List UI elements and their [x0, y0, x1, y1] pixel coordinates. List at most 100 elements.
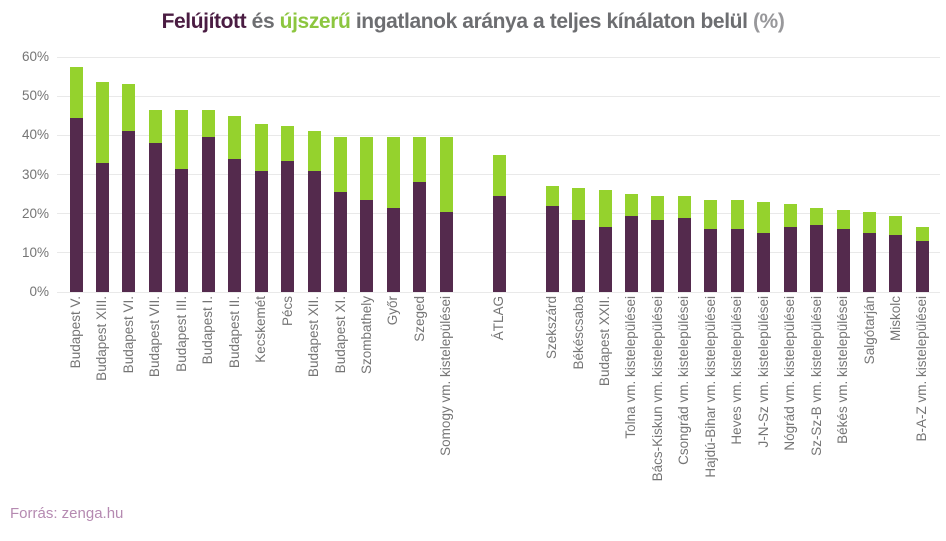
bar-segment-renovated	[360, 199, 374, 292]
x-tick-label: Budapest XII.	[306, 296, 322, 378]
bar-segment-renovated	[413, 182, 427, 292]
bar-segment-renovated	[704, 229, 718, 292]
bar-segment-like-new	[148, 109, 162, 144]
bar-segment-renovated	[95, 162, 109, 292]
bar-segment-renovated	[386, 207, 400, 292]
source-credit: Forrás: zenga.hu	[10, 505, 124, 522]
x-tick-label: Somogy vm. kistelepülései	[438, 296, 454, 456]
x-tick-label: Szombathely	[358, 296, 374, 375]
bar-segment-like-new	[730, 199, 744, 230]
bar-segment-renovated	[334, 192, 347, 292]
bar-segment-renovated	[889, 235, 903, 292]
x-tick-label: Szekszárd	[544, 296, 560, 360]
bar-segment-like-new	[783, 203, 797, 228]
bar-segment-like-new	[836, 209, 850, 230]
y-tick-label-40: 40%	[21, 127, 49, 143]
bar-segment-like-new	[175, 109, 189, 169]
x-tick-label: J-N-Sz vm. kistelepülései	[755, 296, 771, 448]
bar-segment-like-new	[624, 194, 638, 216]
title-word-conjunction: és	[251, 10, 275, 33]
bar-segment-like-new	[413, 137, 427, 183]
y-tick-label-30: 30%	[21, 166, 49, 182]
x-tick-label: Budapest III.	[173, 296, 189, 372]
bar-segment-renovated	[148, 143, 162, 292]
x-tick-label: Tolna vm. kistelepülései	[623, 296, 639, 439]
bar-segment-like-new	[439, 137, 453, 212]
x-tick-label: Kecskemét	[253, 296, 269, 363]
y-tick-label-10: 10%	[21, 244, 49, 260]
x-tick-label: Miskolc	[887, 296, 903, 342]
bar-segment-like-new	[810, 207, 824, 226]
bar-segment-like-new	[677, 196, 691, 218]
title-word-like-new: újszerű	[279, 10, 351, 33]
title-word-renovated: Felújított	[161, 10, 247, 33]
bar-segment-like-new	[915, 227, 929, 242]
bar-segment-renovated	[439, 211, 453, 292]
grid-line-60	[57, 56, 940, 58]
bar-segment-renovated	[836, 229, 850, 292]
x-tick-label: Nógrád vm. kistelepülései	[782, 296, 798, 451]
bar-segment-renovated	[175, 168, 189, 292]
x-tick-label: ÁTLAG	[491, 296, 507, 341]
x-tick-label: Budapest V.	[68, 296, 83, 369]
bar-segment-like-new	[757, 201, 771, 234]
bar-segment-renovated	[254, 170, 268, 292]
bar-segment-like-new	[334, 137, 347, 193]
bar-segment-renovated	[783, 227, 797, 292]
bar-segment-like-new	[386, 137, 400, 208]
bar-segment-like-new	[307, 131, 321, 171]
bar-segment-like-new	[360, 137, 374, 200]
x-tick-label: Békés vm. kistelepülései	[835, 296, 851, 444]
bar-segment-like-new	[281, 125, 295, 161]
x-tick-label: Heves vm. kistelepülései	[729, 296, 745, 445]
bar-segment-renovated	[757, 233, 771, 292]
x-tick-label: Budapest VI.	[120, 296, 136, 374]
x-tick-label: Szeged	[411, 296, 427, 342]
x-tick-label: Budapest II.	[226, 296, 242, 369]
bar-segment-like-new	[254, 123, 268, 171]
bar-segment-renovated	[863, 233, 876, 292]
x-tick-label: Budapest XIII.	[94, 296, 110, 381]
bar-segment-like-new	[572, 188, 586, 220]
grid-line-40	[57, 134, 940, 136]
bar-segment-like-new	[889, 215, 903, 236]
bar-segment-renovated	[281, 160, 295, 292]
x-tick-label: Salgótarján	[861, 296, 877, 365]
bar-segment-renovated	[69, 117, 83, 292]
bar-segment-renovated	[915, 241, 929, 292]
x-tick-label: Budapest I.	[200, 296, 216, 365]
bar-segment-renovated	[545, 205, 559, 292]
bar-segment-renovated	[572, 219, 586, 292]
grid-line-0	[57, 291, 940, 293]
x-tick-label: B-A-Z vm. kistelepülései	[914, 296, 930, 442]
bar-segment-renovated	[651, 219, 665, 292]
bar-segment-renovated	[492, 196, 506, 292]
bar-segment-renovated	[228, 158, 242, 292]
bar-segment-renovated	[677, 217, 691, 292]
x-tick-label: Budapest XXII.	[597, 296, 612, 387]
x-tick-label: Bács-Kiskun vm. kistelepülései	[649, 296, 665, 482]
bar-segment-like-new	[122, 84, 136, 132]
x-tick-label: Csongrád vm. kistelepülései	[676, 296, 692, 465]
bar-segment-like-new	[863, 211, 876, 234]
x-tick-label: Budapest VII.	[147, 296, 163, 378]
bar-segment-like-new	[651, 196, 665, 220]
bar-segment-like-new	[598, 190, 612, 228]
bar-segment-renovated	[201, 137, 215, 292]
x-tick-label: Pécs	[279, 296, 295, 327]
bar-segment-renovated	[598, 227, 612, 292]
title-word-rest: ingatlanok aránya a teljes kínálaton bel…	[355, 10, 748, 33]
bar-segment-like-new	[704, 199, 718, 230]
title-percent-suffix: (%)	[752, 10, 785, 33]
x-tick-label: Győr	[385, 296, 401, 326]
bar-segment-renovated	[810, 225, 824, 292]
y-tick-label-0: 0%	[29, 284, 49, 299]
grid-line-50	[57, 95, 940, 97]
y-tick-label-50: 50%	[21, 88, 49, 104]
chart-title: Felújított és újszerű ingatlanok aránya …	[0, 10, 946, 34]
x-tick-label: Hajdú-Bihar vm. kistelepülései	[702, 296, 718, 478]
bar-segment-like-new	[201, 109, 215, 138]
bar-segment-renovated	[624, 215, 638, 292]
